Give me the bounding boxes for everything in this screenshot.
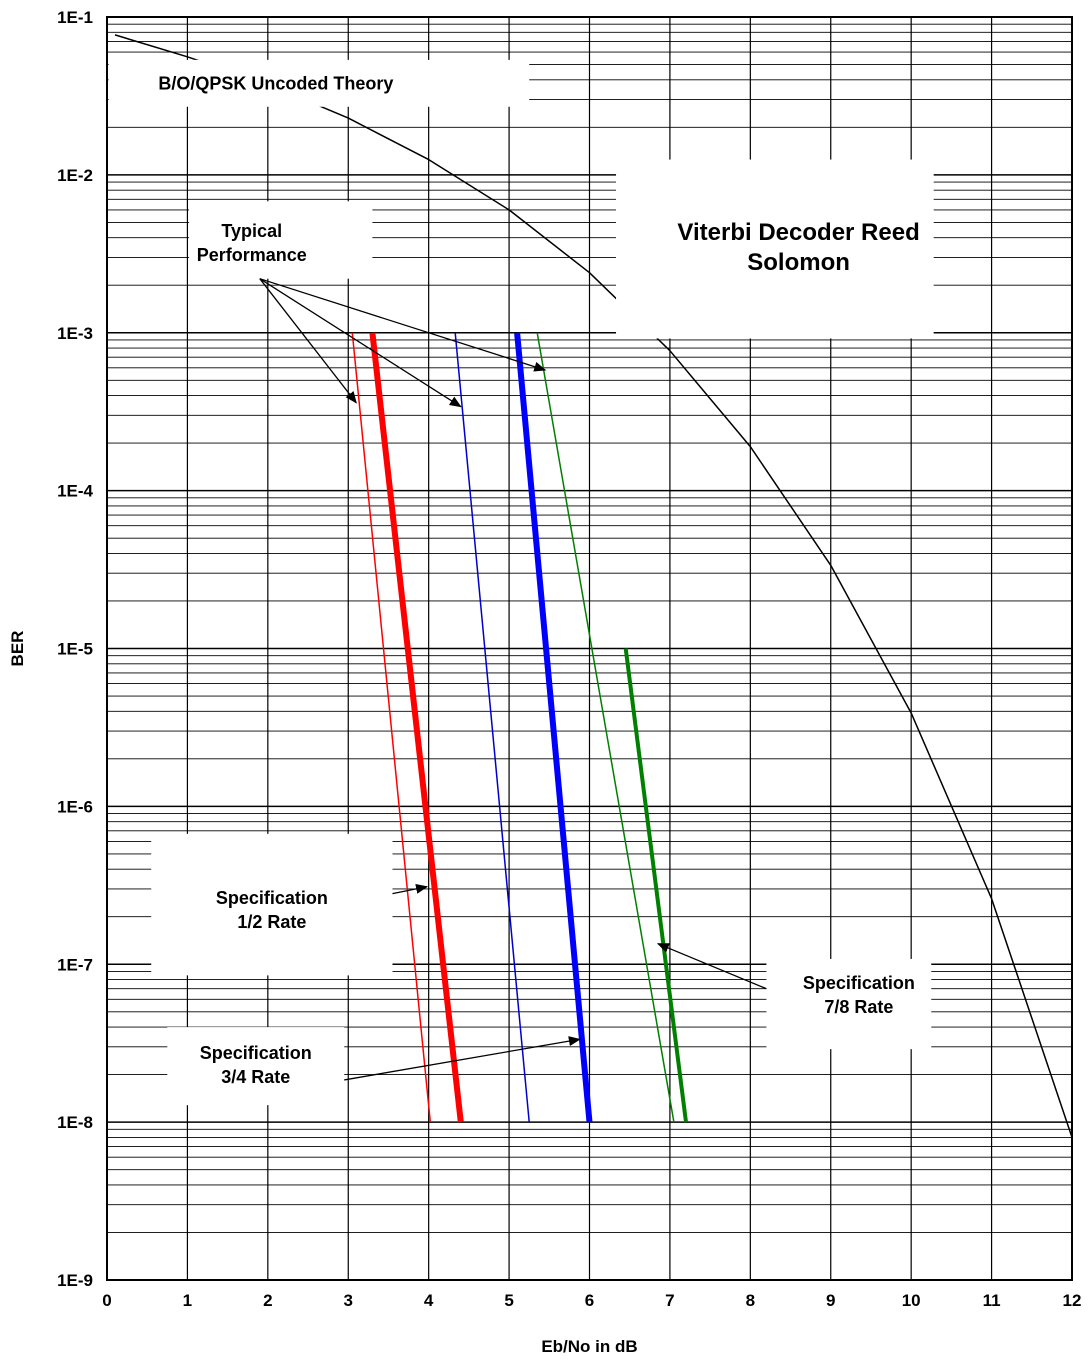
x-tick-label: 4 — [424, 1291, 434, 1310]
plot-frame — [106, 16, 1073, 1281]
y-axis-title: BER — [8, 631, 27, 667]
arrow-typical-arrow-blue — [259, 278, 462, 408]
x-tick-label: 2 — [263, 1291, 272, 1310]
arrow-spec-half-arrow — [392, 883, 429, 895]
arrow-typical-arrow-red — [259, 278, 357, 404]
x-tick-label: 10 — [902, 1291, 921, 1310]
annotation-box-spec-threequarter-label — [167, 1027, 345, 1106]
y-tick-label: 1E-8 — [57, 1113, 93, 1132]
x-tick-labels: 0 1 2 3 4 5 6 7 8 9 10 11 12 — [102, 1291, 1081, 1310]
annotation-spec-seveneighth-label: 7/8 Rate — [824, 997, 893, 1017]
annotation-box-typical-label — [189, 201, 373, 279]
series-seveneighth-spec — [623, 648, 688, 1123]
annotation-typical-label: Performance — [197, 245, 307, 265]
series-seveneighth-typical — [536, 332, 675, 1123]
y-tick-label: 1E-9 — [57, 1271, 93, 1290]
annotation-box-title-label — [616, 159, 934, 339]
annotation-title-label: Viterbi Decoder Reed — [677, 219, 919, 246]
annotation-spec-threequarter-label: Specification — [200, 1043, 312, 1063]
annotation-typical-label: Typical — [221, 221, 282, 241]
annotation-title-label: Solomon — [747, 249, 850, 276]
y-tick-label: 1E-6 — [57, 797, 93, 816]
arrow-typical-arrow-green — [259, 278, 547, 372]
series-half-typical — [351, 332, 432, 1123]
x-tick-label: 7 — [665, 1291, 674, 1310]
annotation-box-spec-half-label — [151, 833, 393, 976]
annotation-spec-threequarter-label: 3/4 Rate — [221, 1067, 290, 1087]
y-tick-label: 1E-1 — [57, 8, 93, 27]
annotation-box-uncoded-label — [108, 59, 530, 107]
x-tick-label: 11 — [983, 1291, 1001, 1310]
x-axis-title: Eb/No in dB — [541, 1337, 637, 1356]
y-tick-label: 1E-4 — [57, 482, 93, 501]
annotation-uncoded-label: B/O/QPSK Uncoded Theory — [158, 73, 393, 93]
x-tick-label: 5 — [504, 1291, 513, 1310]
annotation-layer: B/O/QPSK Uncoded Theory Typical Performanc… — [108, 59, 934, 1106]
x-tick-label: 9 — [826, 1291, 835, 1310]
x-tick-label: 1 — [183, 1291, 192, 1310]
x-tick-label: 0 — [102, 1291, 111, 1310]
y-tick-label: 1E-7 — [57, 955, 93, 974]
series-threequarter-typical — [454, 332, 530, 1123]
y-tick-label: 1E-2 — [57, 166, 93, 185]
y-tick-labels: 1E-9 1E-8 1E-7 1E-6 1E-5 1E-4 1E-3 1E-2 1E-1 — [57, 8, 93, 1290]
annotation-box-spec-seveneighth-label — [766, 958, 932, 1050]
annotation-spec-seveneighth-label: Specification — [803, 973, 915, 993]
annotation-spec-half-label: Specification — [216, 888, 328, 908]
x-tick-label: 12 — [1063, 1291, 1082, 1310]
series-half-spec — [369, 332, 464, 1123]
y-tick-label: 1E-5 — [57, 640, 93, 659]
annotation-spec-half-label: 1/2 Rate — [237, 912, 306, 932]
series-threequarter-spec — [514, 332, 593, 1123]
x-tick-label: 8 — [746, 1291, 755, 1310]
x-tick-label: 3 — [344, 1291, 353, 1310]
x-tick-label: 6 — [585, 1291, 594, 1310]
arrow-spec-seveneighth-arrow — [656, 943, 767, 990]
y-tick-label: 1E-3 — [57, 324, 93, 343]
arrow-spec-threequarter-arrow — [344, 1036, 581, 1081]
